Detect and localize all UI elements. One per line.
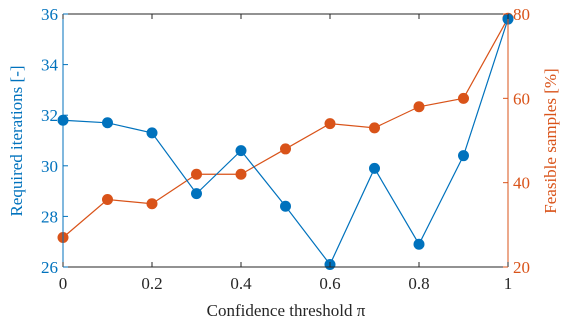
left-y-tick-label: 32 [41,106,58,125]
feasible-data-point [280,143,291,155]
feasible-data-point [369,122,380,134]
right-y-tick-label: 20 [513,258,530,277]
iterations-data-point [146,127,158,139]
iterations-data-point [280,200,291,212]
left-y-tick-label: 28 [41,207,58,226]
left-y-tick-label: 36 [41,5,58,24]
iterations-data-point [458,150,469,162]
left-y-tick-label: 34 [41,56,59,75]
feasible-data-point [235,168,247,180]
x-tick-label: 0.2 [141,274,162,293]
feasible-data-point [191,168,202,180]
iterations-data-point [235,145,247,157]
x-tick-label: 0 [59,274,68,293]
feasible-data-point [146,198,158,210]
x-axis-label: Confidence threshold π [207,301,366,320]
feasible-data-point [413,101,425,113]
series-layer [57,12,514,270]
right-y-tick-label: 80 [513,5,530,24]
iterations-data-point [102,117,113,129]
x-tick-label: 0.6 [319,274,340,293]
feasible-data-point [102,194,113,206]
right-y-axis-label: Feasible samples [%] [541,68,560,213]
right-y-tick-label: 60 [513,89,530,108]
x-tick-label: 0.4 [230,274,252,293]
iterations-data-point [369,162,380,174]
iterations-data-point [191,188,202,200]
feasible-data-point [324,118,336,130]
left-y-axis-label: Required iterations [-] [7,65,26,216]
right-y-tick-label: 40 [513,174,530,193]
x-tick-label: 0.8 [408,274,429,293]
feasible-data-point [458,92,469,104]
axes-layer: 0 0.2 0.4 0.6 0.8 1 26 28 30 32 34 36 20 40 60 80 [41,5,530,293]
iterations-series-line [62,18,509,266]
iterations-data-point [413,238,425,250]
x-tick-label: 1 [504,274,513,293]
left-y-tick-label: 30 [41,157,58,176]
left-y-tick-label: 26 [41,258,58,277]
